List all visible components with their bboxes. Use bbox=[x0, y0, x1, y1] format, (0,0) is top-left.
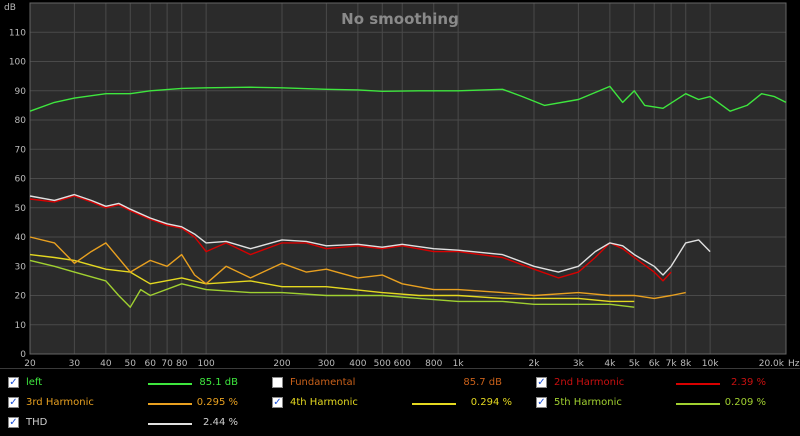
series-line-5th-harmonic bbox=[29, 259, 635, 308]
legend-label-4th-harmonic: 4th Harmonic bbox=[290, 397, 358, 408]
y-axis-unit: dB bbox=[4, 3, 16, 13]
legend-value-2nd-harmonic: 2.39 % bbox=[731, 377, 766, 388]
legend-value-5th-harmonic: 0.209 % bbox=[724, 397, 766, 408]
y-tick-label: 110 bbox=[9, 28, 26, 38]
x-tick-label: 50 bbox=[125, 359, 137, 368]
x-tick-label: 200 bbox=[273, 359, 290, 368]
x-tick-label: 600 bbox=[394, 359, 411, 368]
legend-swatch-5th-harmonic bbox=[676, 403, 720, 405]
x-tick-label: 4k bbox=[604, 359, 616, 368]
series-line-left bbox=[29, 85, 787, 112]
legend-item-5th-harmonic[interactable]: ✓ 5th Harmonic 0.209 % bbox=[536, 393, 776, 413]
y-tick-label: 90 bbox=[15, 87, 27, 97]
legend-item-2nd-harmonic[interactable]: ✓ 2nd Harmonic 2.39 % bbox=[536, 373, 776, 393]
series-line-2nd-harmonic bbox=[29, 195, 672, 282]
y-axis-ticks: 0 10 20 30 40 50 60 70 80 90 100 110 bbox=[9, 28, 26, 360]
legend-item-4th-harmonic[interactable]: ✓ 4th Harmonic 0.294 % bbox=[272, 393, 518, 413]
x-tick-label: 20.0k bbox=[759, 359, 785, 368]
x-tick-label: 100 bbox=[198, 359, 215, 368]
legend-checkbox-5th-harmonic[interactable]: ✓ bbox=[536, 397, 547, 408]
series-layer bbox=[29, 85, 787, 308]
y-tick-label: 100 bbox=[9, 58, 26, 68]
legend-swatch-4th-harmonic bbox=[412, 403, 456, 405]
legend-swatch-3rd-harmonic bbox=[148, 403, 192, 405]
legend-checkbox-thd[interactable]: ✓ bbox=[8, 417, 19, 428]
x-tick-label: 1k bbox=[453, 359, 465, 368]
x-tick-label: 300 bbox=[318, 359, 335, 368]
legend-checkbox-left[interactable]: ✓ bbox=[8, 377, 19, 388]
legend-value-thd: 2.44 % bbox=[203, 417, 238, 428]
legend-value-fundamental: 85.7 dB bbox=[463, 377, 502, 388]
legend-swatch-2nd-harmonic bbox=[676, 383, 720, 385]
series-line-thd bbox=[29, 193, 711, 276]
y-tick-label: 80 bbox=[15, 116, 27, 126]
y-tick-label: 40 bbox=[15, 233, 27, 243]
x-tick-label: 400 bbox=[349, 359, 366, 368]
x-tick-label: 7k bbox=[666, 359, 678, 368]
x-tick-label: 10k bbox=[702, 359, 719, 368]
legend-label-2nd-harmonic: 2nd Harmonic bbox=[554, 377, 625, 388]
x-tick-label: 60 bbox=[145, 359, 157, 368]
legend-checkbox-3rd-harmonic[interactable]: ✓ bbox=[8, 397, 19, 408]
x-tick-label: 5k bbox=[629, 359, 641, 368]
legend-value-left: 85.1 dB bbox=[199, 377, 238, 388]
series-line-3rd-harmonic bbox=[29, 236, 686, 300]
x-tick-label: 8k bbox=[680, 359, 692, 368]
legend-item-3rd-harmonic[interactable]: ✓ 3rd Harmonic 0.295 % bbox=[8, 393, 248, 413]
x-tick-label: 70 bbox=[161, 359, 173, 368]
x-tick-label: 500 bbox=[374, 359, 391, 368]
plot-border bbox=[29, 2, 787, 355]
y-tick-label: 20 bbox=[15, 292, 27, 302]
legend-checkbox-4th-harmonic[interactable]: ✓ bbox=[272, 397, 283, 408]
y-tick-label: 60 bbox=[15, 175, 27, 185]
legend-label-3rd-harmonic: 3rd Harmonic bbox=[26, 397, 94, 408]
x-tick-label: 30 bbox=[69, 359, 81, 368]
legend-label-left: left bbox=[26, 377, 43, 388]
legend-item-fundamental[interactable]: Fundamental 85.7 dB bbox=[272, 373, 512, 393]
legend-label-fundamental: Fundamental bbox=[290, 377, 356, 388]
legend-swatch-thd bbox=[148, 423, 192, 425]
series-line-4th-harmonic bbox=[29, 253, 635, 303]
x-tick-label: 40 bbox=[100, 359, 112, 368]
legend-swatch-left bbox=[148, 383, 192, 385]
x-tick-label: 20 bbox=[24, 359, 36, 368]
x-tick-label: 80 bbox=[176, 359, 188, 368]
chart-title: No smoothing bbox=[341, 10, 459, 28]
legend-panel: ✓ left 85.1 dB Fundamental 85.7 dB ✓ 2nd… bbox=[0, 368, 800, 436]
legend-item-thd[interactable]: ✓ THD 2.44 % bbox=[8, 413, 248, 433]
legend-item-left[interactable]: ✓ left 85.1 dB bbox=[8, 373, 248, 393]
x-tick-label: 2k bbox=[529, 359, 541, 368]
y-tick-label: 0 bbox=[20, 350, 26, 360]
x-axis-ticks: 20 30 40 50 60 70 80 100 200 300 400 500 600 800 1k 2k 3… bbox=[24, 359, 785, 368]
x-tick-label: 800 bbox=[425, 359, 442, 368]
x-axis-unit: Hz bbox=[788, 359, 800, 368]
y-tick-label: 70 bbox=[15, 145, 27, 155]
legend-checkbox-fundamental[interactable] bbox=[272, 377, 283, 388]
legend-value-4th-harmonic: 0.294 % bbox=[470, 397, 512, 408]
legend-label-thd: THD bbox=[26, 417, 48, 428]
x-tick-label: 3k bbox=[573, 359, 585, 368]
legend-checkbox-2nd-harmonic[interactable]: ✓ bbox=[536, 377, 547, 388]
y-tick-label: 50 bbox=[15, 204, 27, 214]
y-tick-label: 10 bbox=[15, 321, 27, 331]
legend-label-5th-harmonic: 5th Harmonic bbox=[554, 397, 622, 408]
x-tick-label: 6k bbox=[649, 359, 661, 368]
y-tick-label: 30 bbox=[15, 262, 27, 272]
legend-value-3rd-harmonic: 0.295 % bbox=[196, 397, 238, 408]
